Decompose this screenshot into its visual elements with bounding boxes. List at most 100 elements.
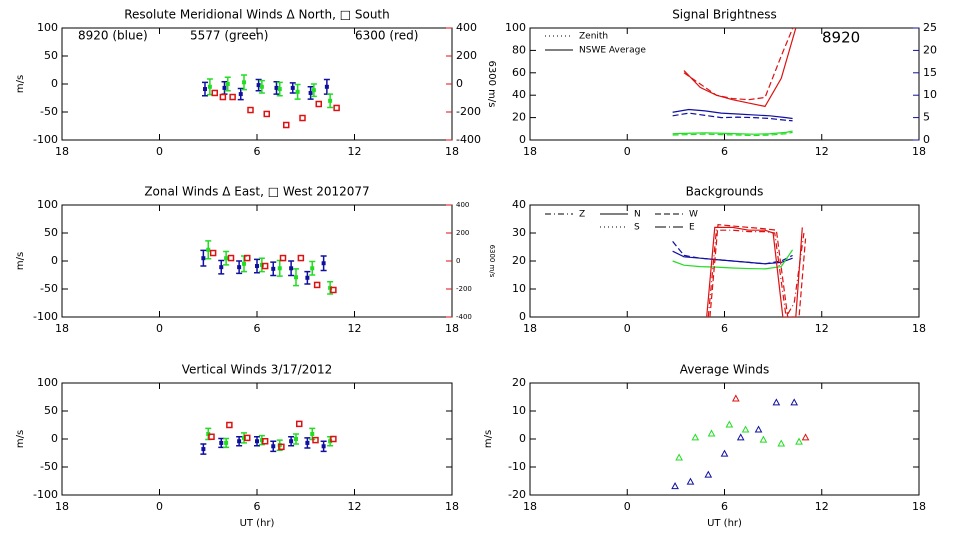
y2-tick-label: 400: [456, 201, 469, 209]
point: [328, 98, 333, 103]
y-tick-label: 10: [512, 282, 526, 295]
point: [277, 87, 282, 92]
plot-frame: [529, 204, 920, 318]
y-tick-label: 50: [44, 226, 58, 239]
point: [330, 286, 337, 294]
point: [299, 114, 306, 122]
y2-tick-label: 5: [923, 111, 930, 124]
point: [294, 275, 298, 280]
y2-axis-label: 6300 m/s: [486, 61, 497, 108]
point: [278, 443, 285, 451]
point: [759, 435, 768, 443]
annotation: 8920: [822, 29, 860, 47]
point: [296, 420, 303, 428]
point: [289, 439, 294, 444]
y-tick-label: 60: [512, 66, 526, 79]
y-tick-label: 0: [519, 133, 526, 146]
legend-label: S: [634, 223, 640, 233]
series-line: [672, 112, 793, 122]
x-tick-label: 12: [348, 500, 362, 513]
y-tick-label: 100: [505, 21, 526, 34]
legend-label: Zenith: [579, 32, 608, 42]
y2-tick-label: -400: [456, 313, 472, 321]
point: [203, 87, 207, 92]
y2-tick-label: 400: [456, 21, 477, 34]
point: [704, 470, 713, 478]
point: [686, 477, 695, 485]
point: [736, 433, 745, 441]
point: [238, 92, 243, 97]
x-axis-label: UT (hr): [707, 518, 742, 529]
point: [271, 266, 276, 271]
x-tick-label: 18: [445, 145, 459, 158]
y2-tick-label: 25: [923, 21, 937, 34]
annotation: 6300 (red): [355, 29, 418, 43]
y-tick-label: 10: [512, 404, 526, 417]
y2-tick-label: 10: [923, 88, 937, 101]
y2-tick-label: -200: [456, 285, 472, 293]
point: [229, 93, 236, 101]
plot-frame: [529, 382, 920, 496]
point: [321, 261, 326, 266]
y-tick-label: 40: [512, 88, 526, 101]
x-tick-label: 6: [254, 145, 261, 158]
x-tick-label: 12: [348, 145, 362, 158]
point: [305, 440, 310, 445]
y2-tick-label: 200: [456, 49, 477, 62]
y2-tick-label: 15: [923, 66, 937, 79]
y-tick-label: 100: [37, 21, 58, 34]
y-tick-label: 80: [512, 43, 526, 56]
y2-tick-label: -200: [456, 105, 481, 118]
point: [777, 439, 786, 447]
x-tick-label: 18: [55, 500, 69, 513]
point: [255, 264, 259, 269]
point: [247, 106, 254, 114]
point: [207, 84, 212, 89]
y-tick-label: 0: [51, 432, 58, 445]
panel-title: Backgrounds: [686, 185, 764, 199]
point: [277, 443, 282, 448]
y-tick-label: 50: [44, 49, 58, 62]
y2-tick-label: 0: [456, 77, 463, 90]
panel: Vertical Winds 3/17/2012 m/s UT (hr) 18 0 6 12…: [15, 363, 459, 530]
y-tick-label: -10: [508, 460, 526, 473]
annotation: 5577 (green): [190, 29, 268, 43]
y2-tick-label: 0: [456, 257, 460, 265]
x-tick-label: 12: [815, 145, 829, 158]
y-tick-label: 0: [51, 77, 58, 90]
data-layer: [672, 28, 797, 137]
panel-title: Zonal Winds Δ East, □ West 2012077: [144, 185, 369, 199]
point: [277, 266, 282, 271]
point: [305, 275, 310, 280]
x-tick-label: 6: [254, 500, 261, 513]
data-layer: [200, 240, 337, 295]
point: [290, 85, 295, 90]
y-axis-label: m/s: [15, 75, 26, 93]
x-tick-label: 18: [523, 322, 537, 335]
point: [754, 425, 763, 433]
point: [691, 433, 700, 441]
data-layer: [200, 420, 337, 455]
series-line: [706, 226, 803, 317]
x-tick-label: 18: [445, 500, 459, 513]
annotation: 8920 (blue): [78, 29, 148, 43]
series-line: [672, 108, 793, 120]
series-line: [672, 249, 794, 270]
point: [311, 88, 316, 93]
point: [295, 89, 300, 94]
point: [294, 437, 298, 441]
y-tick-label: -50: [40, 460, 58, 473]
point: [259, 84, 264, 89]
point: [310, 431, 315, 436]
x-tick-label: 18: [55, 322, 69, 335]
x-tick-label: 0: [156, 145, 163, 158]
x-tick-label: 0: [624, 145, 631, 158]
point: [206, 247, 211, 252]
data-layer: [202, 74, 340, 129]
point: [289, 266, 294, 271]
point: [790, 398, 799, 406]
panel-title: Resolute Meridional Winds Δ North, □ Sou…: [124, 8, 390, 22]
point: [330, 435, 337, 443]
